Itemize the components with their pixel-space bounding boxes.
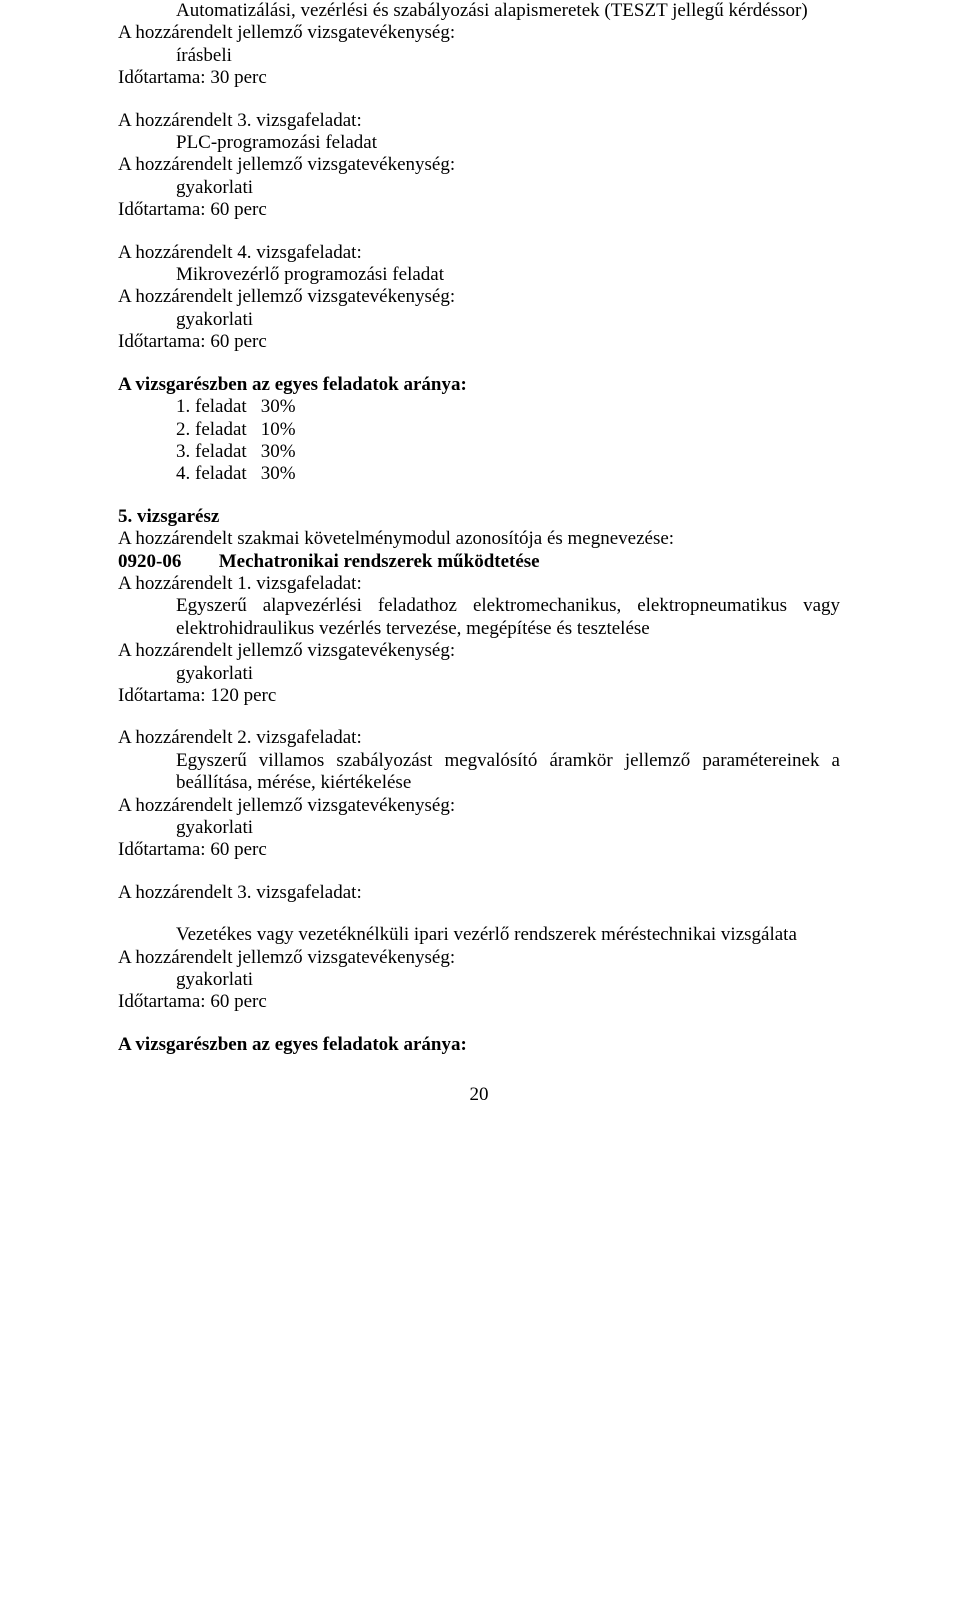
ratio-row: 3. feladat 30% [118, 441, 840, 463]
s5-task-3-block: A hozzárendelt 3. vizsgafeladat: Vezeték… [118, 882, 840, 1014]
task-3-title: PLC-programozási feladat [118, 132, 840, 154]
s5-task-1-duration: Időtartama: 120 perc [118, 685, 840, 707]
task-2-title: Automatizálási, vezérlési és szabályozás… [118, 0, 840, 22]
task-4-activity-label: A hozzárendelt jellemző vizsgatevékenysé… [118, 286, 840, 308]
s5-task-3-activity: gyakorlati [118, 969, 840, 991]
section-5-module-code: 0920-06 [118, 551, 214, 573]
s5-task-1-header: A hozzárendelt 1. vizsgafeladat: [118, 573, 840, 595]
s5-task-1-activity-label: A hozzárendelt jellemző vizsgatevékenysé… [118, 640, 840, 662]
task-3-block: A hozzárendelt 3. vizsgafeladat: PLC-pro… [118, 110, 840, 222]
section-5-header: 5. vizsgarész [118, 506, 840, 528]
ratios-5-header: A vizsgarészben az egyes feladatok arány… [118, 1034, 840, 1056]
s5-task-2-header: A hozzárendelt 2. vizsgafeladat: [118, 727, 840, 749]
section-5-module-intro: A hozzárendelt szakmai követelménymodul … [118, 528, 840, 550]
s5-task-3-activity-label: A hozzárendelt jellemző vizsgatevékenysé… [118, 947, 840, 969]
ratio-label: 1. feladat [176, 396, 256, 418]
s5-task-1-title: Egyszerű alapvezérlési feladathoz elektr… [118, 595, 840, 640]
ratio-label: 2. feladat [176, 419, 256, 441]
s5-task-3-duration: Időtartama: 60 perc [118, 991, 840, 1013]
s5-task-2-block: A hozzárendelt 2. vizsgafeladat: Egyszer… [118, 727, 840, 861]
section-5-module-line: 0920-06 Mechatronikai rendszerek működte… [118, 551, 840, 573]
task-3-activity-label: A hozzárendelt jellemző vizsgatevékenysé… [118, 154, 840, 176]
ratio-row: 2. feladat 10% [118, 419, 840, 441]
task-2-duration: Időtartama: 30 perc [118, 67, 840, 89]
s5-task-2-title: Egyszerű villamos szabályozást megvalósí… [118, 750, 840, 795]
ratio-row: 1. feladat 30% [118, 396, 840, 418]
ratio-row: 4. feladat 30% [118, 463, 840, 485]
task-4-activity: gyakorlati [118, 309, 840, 331]
s5-task-2-activity-label: A hozzárendelt jellemző vizsgatevékenysé… [118, 795, 840, 817]
ratio-value: 30% [261, 396, 296, 417]
s5-task-2-activity: gyakorlati [118, 817, 840, 839]
ratio-value: 10% [261, 419, 296, 440]
task-3-duration: Időtartama: 60 perc [118, 199, 840, 221]
ratios-4-header: A vizsgarészben az egyes feladatok arány… [118, 374, 840, 396]
ratio-value: 30% [261, 463, 296, 484]
ratios-4-block: A vizsgarészben az egyes feladatok arány… [118, 374, 840, 486]
ratio-label: 4. feladat [176, 463, 256, 485]
task-4-title: Mikrovezérlő programozási feladat [118, 264, 840, 286]
task-4-duration: Időtartama: 60 perc [118, 331, 840, 353]
ratio-value: 30% [261, 441, 296, 462]
s5-task-2-duration: Időtartama: 60 perc [118, 839, 840, 861]
ratios-5-block: A vizsgarészben az egyes feladatok arány… [118, 1034, 840, 1056]
s5-task-1-activity: gyakorlati [118, 663, 840, 685]
task-2-activity-label: A hozzárendelt jellemző vizsgatevékenysé… [118, 22, 840, 44]
task-3-header: A hozzárendelt 3. vizsgafeladat: [118, 110, 840, 132]
section-5-block: 5. vizsgarész A hozzárendelt szakmai köv… [118, 506, 840, 708]
s5-task-3-title: Vezetékes vagy vezetéknélküli ipari vezé… [118, 924, 840, 946]
s5-task-3-header: A hozzárendelt 3. vizsgafeladat: [118, 882, 840, 904]
task-2-activity: írásbeli [118, 45, 840, 67]
page-number: 20 [118, 1084, 840, 1106]
document-page: Automatizálási, vezérlési és szabályozás… [0, 0, 960, 1610]
task-4-header: A hozzárendelt 4. vizsgafeladat: [118, 242, 840, 264]
task-2-block: Automatizálási, vezérlési és szabályozás… [118, 0, 840, 90]
ratio-label: 3. feladat [176, 441, 256, 463]
task-4-block: A hozzárendelt 4. vizsgafeladat: Mikrove… [118, 242, 840, 354]
section-5-module-name: Mechatronikai rendszerek működtetése [219, 551, 540, 572]
task-3-activity: gyakorlati [118, 177, 840, 199]
